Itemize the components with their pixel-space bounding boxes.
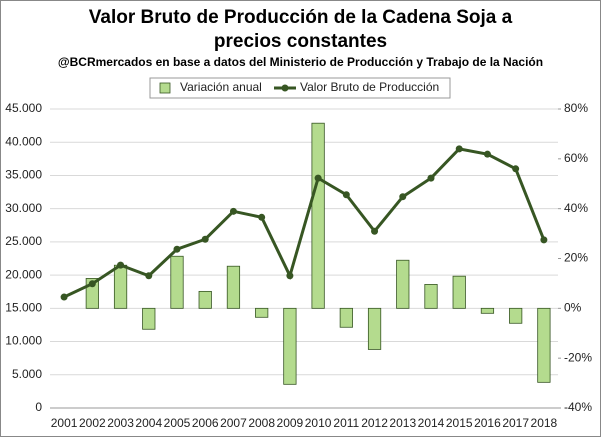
- line-marker: [229, 207, 237, 215]
- line-marker: [483, 150, 491, 158]
- legend-swatch: [281, 84, 289, 92]
- y-tick-label: 40.000: [5, 134, 42, 148]
- x-tick-label: 2010: [305, 416, 332, 430]
- y2-tick-label: 20%: [564, 251, 588, 265]
- x-tick-label: 2011: [333, 416, 359, 430]
- line-marker: [60, 293, 68, 301]
- bar: [396, 259, 410, 309]
- x-tick-label: 2009: [277, 416, 304, 430]
- bar: [255, 307, 269, 318]
- line-marker: [427, 174, 435, 182]
- y-tick-label: 0: [35, 400, 42, 414]
- legend-label: Valor Bruto de Producción: [300, 80, 439, 94]
- x-tick-label: 2013: [389, 416, 416, 430]
- bar: [537, 307, 551, 383]
- y-tick-label: 20.000: [5, 267, 42, 281]
- x-tick-label: 2001: [51, 416, 78, 430]
- x-tick-label: 2007: [220, 416, 247, 430]
- x-tick-label: 2016: [474, 416, 501, 430]
- line-marker: [314, 174, 322, 182]
- legend-swatch: [159, 82, 171, 94]
- y-tick-label: 45.000: [5, 101, 42, 115]
- bar: [452, 275, 466, 309]
- x-tick-label: 2004: [135, 416, 162, 430]
- x-tick-label: 2017: [502, 416, 529, 430]
- line-marker: [117, 261, 125, 269]
- line-marker: [286, 272, 294, 280]
- y2-tick-label: 40%: [564, 201, 588, 215]
- x-tick-label: 2006: [192, 416, 219, 430]
- line-marker: [540, 236, 548, 244]
- bar: [226, 265, 241, 309]
- line-marker: [371, 227, 379, 235]
- bar: [283, 307, 297, 385]
- bar: [480, 307, 495, 314]
- x-tick-label: 2002: [79, 416, 106, 430]
- bar: [424, 284, 438, 309]
- line-marker: [88, 280, 96, 288]
- y2-tick-label: 80%: [564, 101, 588, 115]
- x-tick-label: 2012: [361, 416, 388, 430]
- y2-tick-label: 60%: [564, 151, 588, 165]
- line-marker: [512, 165, 520, 173]
- y-tick-label: 25.000: [5, 234, 42, 248]
- y-tick-label: 30.000: [5, 201, 42, 215]
- line-marker: [342, 191, 350, 199]
- x-tick-label: 2005: [164, 416, 191, 430]
- line-marker: [258, 213, 266, 221]
- bar: [509, 307, 523, 324]
- y-tick-label: 15.000: [5, 301, 42, 315]
- y2-tick-label: -20%: [564, 350, 592, 364]
- bar: [311, 122, 325, 309]
- line: [63, 147, 546, 299]
- line-marker: [145, 272, 153, 280]
- y-tick-label: 5.000: [12, 367, 42, 381]
- y-tick-label: 10.000: [5, 334, 42, 348]
- line-marker: [173, 245, 181, 253]
- bar: [142, 307, 156, 330]
- y2-tick-label: 0%: [564, 301, 582, 315]
- x-tick-label: 2018: [531, 416, 558, 430]
- chart-title: Valor Bruto de Producción de la Cadena S…: [88, 7, 513, 52]
- x-tick-label: 2015: [446, 416, 473, 430]
- line-marker: [455, 145, 463, 153]
- legend-box: [149, 77, 451, 99]
- bar: [367, 307, 382, 350]
- bar: [113, 264, 128, 309]
- y2-tick-label: -40%: [564, 400, 592, 414]
- line-marker: [399, 193, 407, 201]
- bar: [198, 290, 212, 309]
- x-tick-label: 2008: [248, 416, 275, 430]
- bar: [339, 307, 353, 328]
- line-marker: [201, 235, 209, 243]
- x-tick-label: 2014: [418, 416, 445, 430]
- x-tick-label: 2003: [107, 416, 134, 430]
- bar: [170, 255, 184, 309]
- chart-subtitle: @BCRmercados en base a datos del Ministe…: [57, 55, 544, 69]
- legend-label: Variación anual: [180, 80, 262, 94]
- y-tick-label: 35.000: [5, 168, 42, 182]
